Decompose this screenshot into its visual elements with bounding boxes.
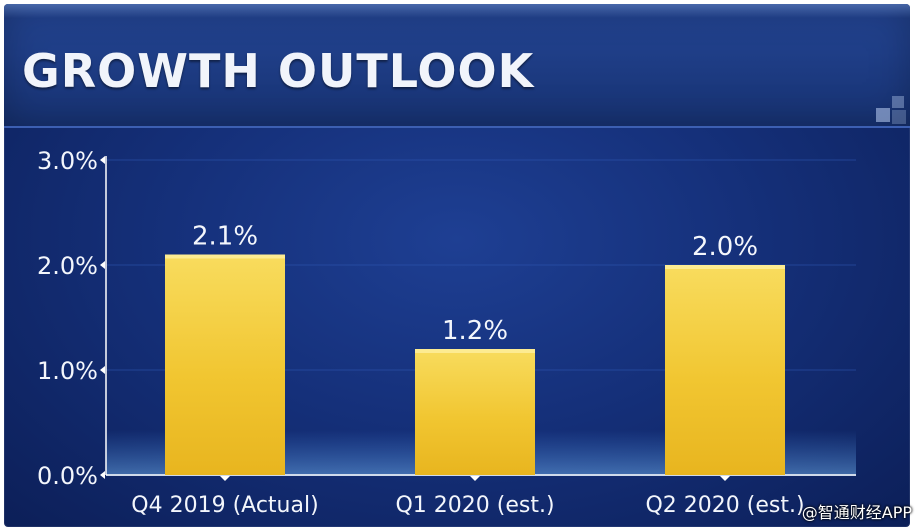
chart-header: GROWTH OUTLOOK bbox=[4, 4, 910, 128]
y-tick-marker bbox=[100, 156, 105, 164]
bar-highlight bbox=[165, 254, 285, 259]
chart-title: GROWTH OUTLOOK bbox=[22, 44, 535, 98]
x-axis-ticks: Q4 2019 (Actual) Q1 2020 (est.) Q2 2020 (e… bbox=[131, 476, 805, 518]
header-decoration bbox=[876, 108, 890, 122]
bars bbox=[165, 254, 785, 475]
header-decoration bbox=[892, 96, 904, 108]
header-decoration bbox=[892, 110, 906, 124]
y-tick-label: 2.0% bbox=[37, 252, 98, 280]
data-label: 2.0% bbox=[692, 232, 758, 262]
bar-highlight bbox=[665, 265, 785, 269]
y-tick-marker bbox=[100, 471, 105, 479]
data-label: 1.2% bbox=[442, 316, 508, 346]
y-axis-ticks: 0.0% 1.0% 2.0% 3.0% bbox=[37, 147, 105, 490]
bar bbox=[165, 254, 285, 475]
watermark: @智通财经APP bbox=[801, 503, 912, 522]
x-tick-label: Q4 2019 (Actual) bbox=[131, 493, 318, 518]
y-tick-label: 3.0% bbox=[37, 147, 98, 175]
y-tick-label: 0.0% bbox=[37, 462, 98, 490]
x-tick-marker bbox=[470, 476, 480, 481]
data-label: 2.1% bbox=[192, 222, 258, 252]
bar-highlight bbox=[415, 349, 535, 353]
y-tick-label: 1.0% bbox=[37, 357, 98, 385]
x-tick-label: Q1 2020 (est.) bbox=[395, 493, 554, 518]
x-tick-marker bbox=[720, 476, 730, 481]
bar bbox=[415, 349, 535, 475]
y-tick-marker bbox=[100, 261, 105, 269]
bar bbox=[665, 265, 785, 475]
data-labels: 2.1% 1.2% 2.0% bbox=[192, 222, 758, 347]
x-tick-marker bbox=[220, 476, 230, 481]
x-tick-label: Q2 2020 (est.) bbox=[645, 493, 804, 518]
y-tick-marker bbox=[100, 366, 105, 374]
